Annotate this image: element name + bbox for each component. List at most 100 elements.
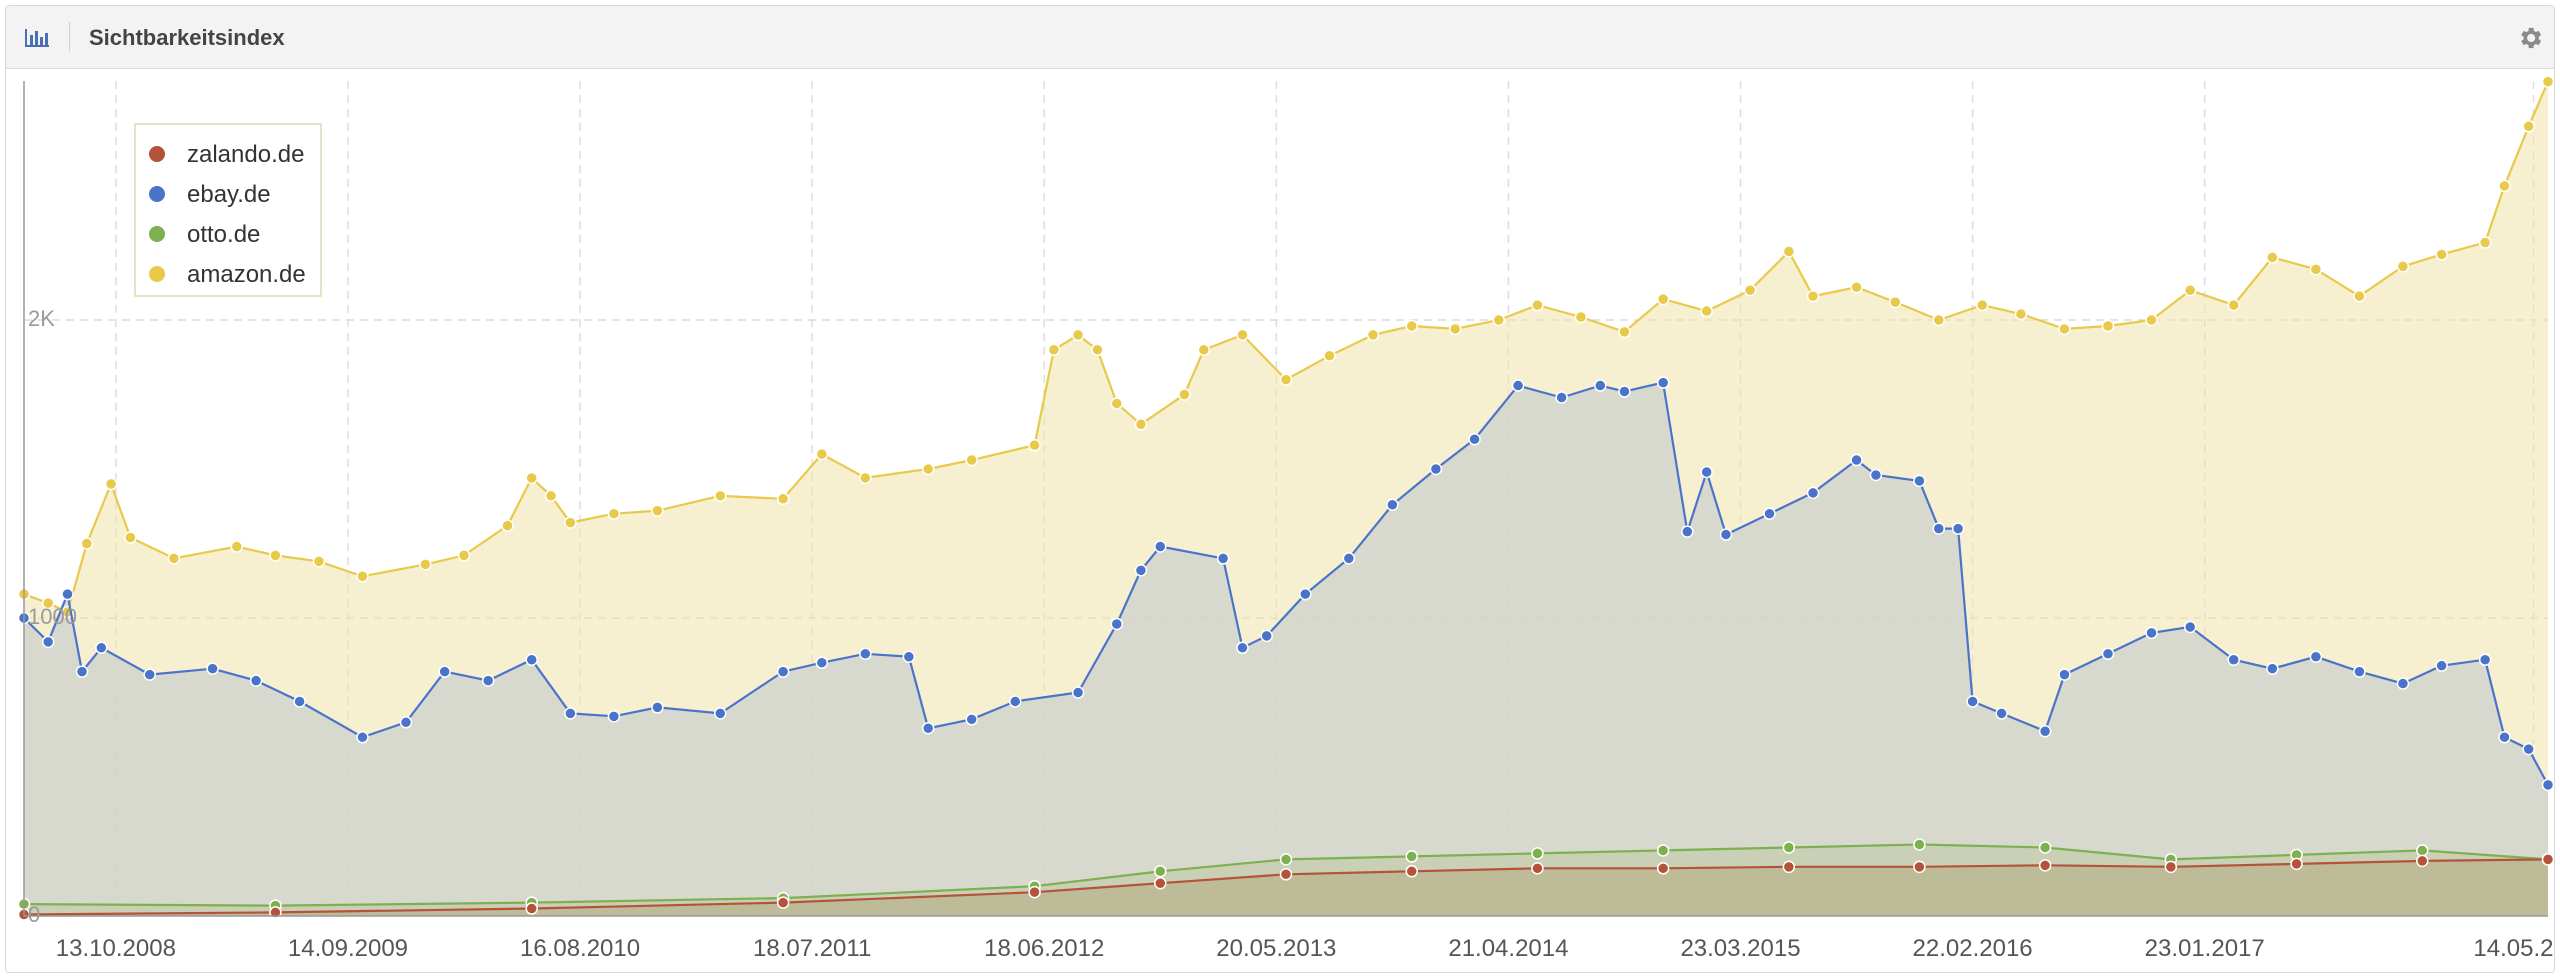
point-amazon [651,504,664,517]
point-ebay [2353,665,2366,678]
point-zalando [1405,865,1418,878]
point-amazon [1405,319,1418,333]
point-zalando [2290,857,2303,871]
point-otto [2038,841,2052,854]
point-amazon [776,492,790,506]
point-zalando [2164,860,2178,874]
point-ebay [1134,564,1148,577]
point-ebay [1154,540,1167,553]
point-amazon [1110,397,1124,410]
panel-header: Sichtbarkeitsindex [6,6,2554,69]
legend-box [134,123,322,297]
point-amazon [1656,292,1670,306]
point-ebay [438,665,451,678]
point-amazon [2522,120,2535,133]
point-ebay [41,635,55,649]
point-amazon [2227,298,2240,312]
point-amazon [921,462,935,476]
point-amazon [1888,295,1902,309]
point-ebay [95,641,108,655]
point-amazon [1028,438,1041,452]
point-ebay [1468,432,1481,446]
point-ebay [356,730,369,744]
point-ebay [2522,742,2535,756]
point-ebay [1216,552,1230,565]
area-ebay [24,382,2548,917]
point-amazon [1531,298,1544,312]
x-tick-label: 16.08.2010 [520,935,640,962]
y-tick-label: 0 [28,902,40,927]
point-ebay [1700,465,1713,479]
point-amazon [1071,328,1085,342]
point-amazon [1492,313,1506,327]
point-zalando [776,896,790,909]
point-ebay [1260,629,1273,643]
x-tick-label: 22.02.2016 [1913,935,2033,962]
point-ebay [2396,677,2410,690]
point-ebay [1913,474,1926,488]
point-ebay [1618,385,1631,398]
point-amazon [1236,328,1249,342]
point-ebay [1236,641,1249,655]
point-amazon [419,558,432,571]
visibility-chart: 0 1000 2K 13.10.2008 14.09.2009 16.08.2010 18.… [17,75,2554,962]
point-amazon [544,489,558,503]
point-amazon [2145,313,2158,327]
point-otto [1154,865,1167,878]
gear-icon[interactable] [2516,24,2544,52]
x-tick-label: 18.06.2012 [984,935,1104,962]
point-amazon [2101,319,2115,333]
point-amazon [2183,283,2197,297]
area-zalando [24,859,2548,916]
point-zalando [1531,862,1544,875]
point-ebay [1681,525,1694,538]
point-ebay [2101,647,2115,661]
point-amazon [312,555,326,568]
point-ebay [206,662,219,675]
point-otto [1656,844,1670,857]
point-ebay [651,701,664,714]
point-amazon [1743,283,1757,297]
legend-swatch [149,146,165,162]
point-ebay [564,707,577,720]
point-zalando [1279,868,1293,881]
point-zalando [1782,860,1796,874]
point-otto [1531,847,1544,860]
point-ebay [2058,668,2071,681]
point-ebay [1342,552,1356,565]
point-otto [1405,850,1418,863]
point-ebay [1008,695,1022,708]
legend-label: amazon.de [187,261,306,288]
point-amazon [2541,75,2554,88]
point-ebay [902,650,916,663]
point-otto [1782,841,1796,854]
point-ebay [249,674,263,687]
point-ebay [2309,650,2323,663]
x-tick-label: 20.05.2013 [1216,935,1336,962]
point-amazon [457,549,471,562]
x-tick-label: 21.04.2014 [1448,935,1568,962]
point-ebay [481,674,495,687]
point-ebay [1995,707,2008,720]
point-ebay [921,722,935,735]
point-ebay [1299,587,1312,601]
point-zalando [1154,876,1167,890]
point-amazon [356,570,369,583]
point-ebay [1110,617,1124,631]
point-zalando [1913,860,1926,874]
point-amazon [1976,298,1989,312]
point-ebay [859,647,872,661]
point-otto [1279,853,1293,866]
legend-swatch [149,186,165,202]
point-amazon [1279,373,1293,386]
point-ebay [2038,724,2052,738]
point-ebay [1719,528,1733,541]
x-tick-label: 14.09.2009 [288,935,408,962]
point-otto [1913,838,1926,851]
point-ebay [2478,653,2492,666]
point-ebay [143,668,156,681]
point-amazon [1782,245,1796,258]
point-amazon [965,453,978,467]
legend-label: otto.de [187,221,260,248]
point-zalando [2416,854,2429,868]
